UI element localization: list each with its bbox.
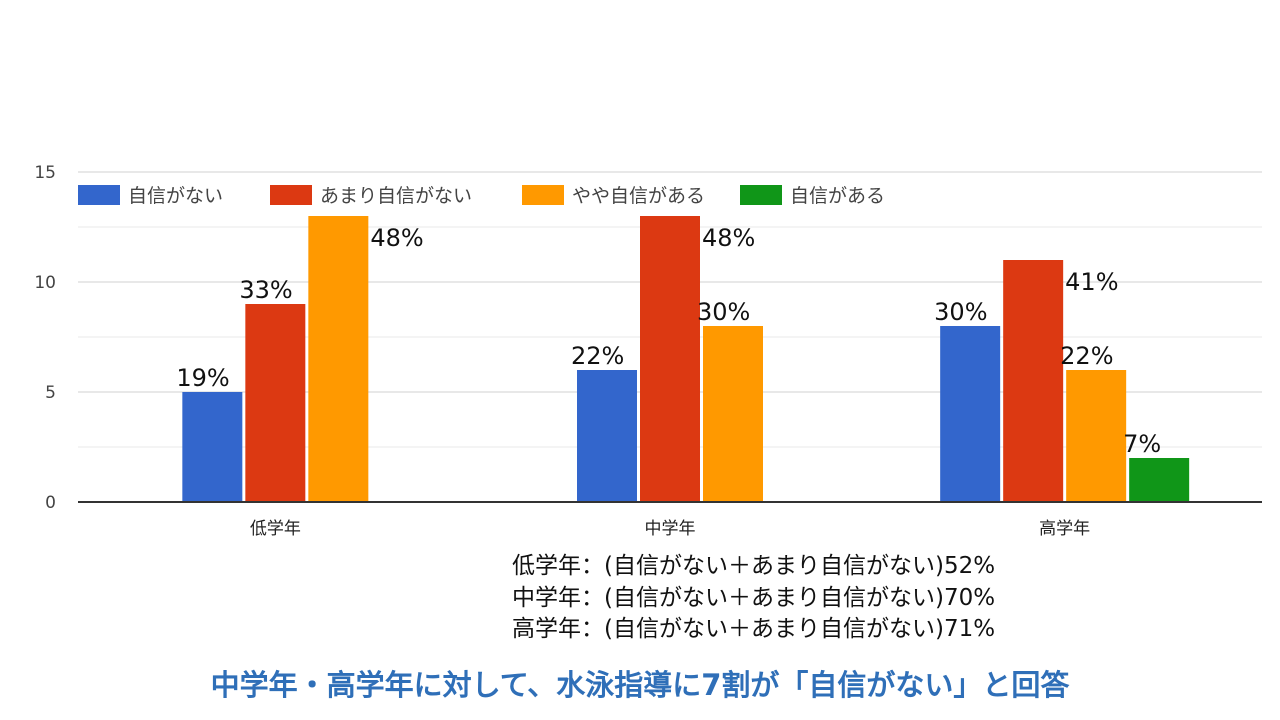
bar-3-2 (1003, 260, 1064, 502)
category-label: 低学年 (250, 519, 301, 539)
data-label: 22% (1060, 342, 1113, 370)
legend-swatch (270, 185, 312, 205)
data-label: 33% (239, 276, 292, 304)
data-label: 48% (702, 224, 755, 252)
legend-swatch (78, 185, 120, 205)
y-tick-label: 5 (45, 383, 56, 403)
data-label: 41% (1065, 268, 1118, 296)
data-label: 19% (176, 364, 229, 392)
y-tick-label: 0 (45, 493, 56, 513)
category-label: 中学年 (645, 519, 696, 539)
legend-swatch (522, 185, 564, 205)
data-labels: 19% 33% 48% 22% 48% 30% 30% 41% 22% 7% (176, 224, 1161, 458)
note-line: 低学年：(自信がない＋あまり自信がない)52% (512, 553, 996, 579)
bar-1-3 (308, 216, 369, 502)
category-label: 高学年 (1039, 519, 1090, 539)
bar-1-2 (245, 304, 306, 502)
data-label: 22% (571, 342, 624, 370)
data-label: 48% (370, 224, 423, 252)
bar-1-1 (182, 392, 243, 502)
bar-2-2 (640, 216, 700, 502)
note-line: 高学年：(自信がない＋あまり自信がない)71% (512, 616, 996, 642)
data-label: 30% (934, 298, 987, 326)
bar-chart: 0 5 10 15 19% 33% 48% 22% 48% 30% 30% 41% 22% 7% 低学年… (34, 163, 1262, 539)
data-label: 7% (1123, 430, 1161, 458)
y-tick-label: 10 (34, 273, 56, 293)
bars (182, 216, 1190, 502)
bar-2-1 (577, 370, 637, 502)
headline: 中学年・高学年に対して、水泳指導に7割が「自信がない」と回答 (210, 668, 1070, 702)
bar-3-1 (940, 326, 1001, 502)
x-axis-categories: 低学年 中学年 高学年 (250, 519, 1090, 539)
legend-label: やや自信がある (572, 185, 705, 207)
summary-notes: 低学年：(自信がない＋あまり自信がない)52% 中学年：(自信がない＋あまり自信… (512, 551, 995, 646)
note-line: 中学年：(自信がない＋あまり自信がない)70% (512, 584, 996, 611)
y-axis-ticks: 0 5 10 15 (34, 163, 56, 513)
legend-label: 自信がある (790, 185, 885, 207)
bar-2-3 (703, 326, 763, 502)
legend-swatch (740, 185, 782, 205)
legend-label: 自信がない (128, 185, 223, 207)
bar-3-3 (1066, 370, 1127, 502)
y-tick-label: 15 (34, 163, 56, 183)
legend-label: あまり自信がない (320, 185, 472, 207)
legend: 自信がない あまり自信がない やや自信がある 自信がある (78, 185, 885, 207)
data-label: 30% (697, 298, 750, 326)
bar-3-4 (1129, 458, 1190, 502)
